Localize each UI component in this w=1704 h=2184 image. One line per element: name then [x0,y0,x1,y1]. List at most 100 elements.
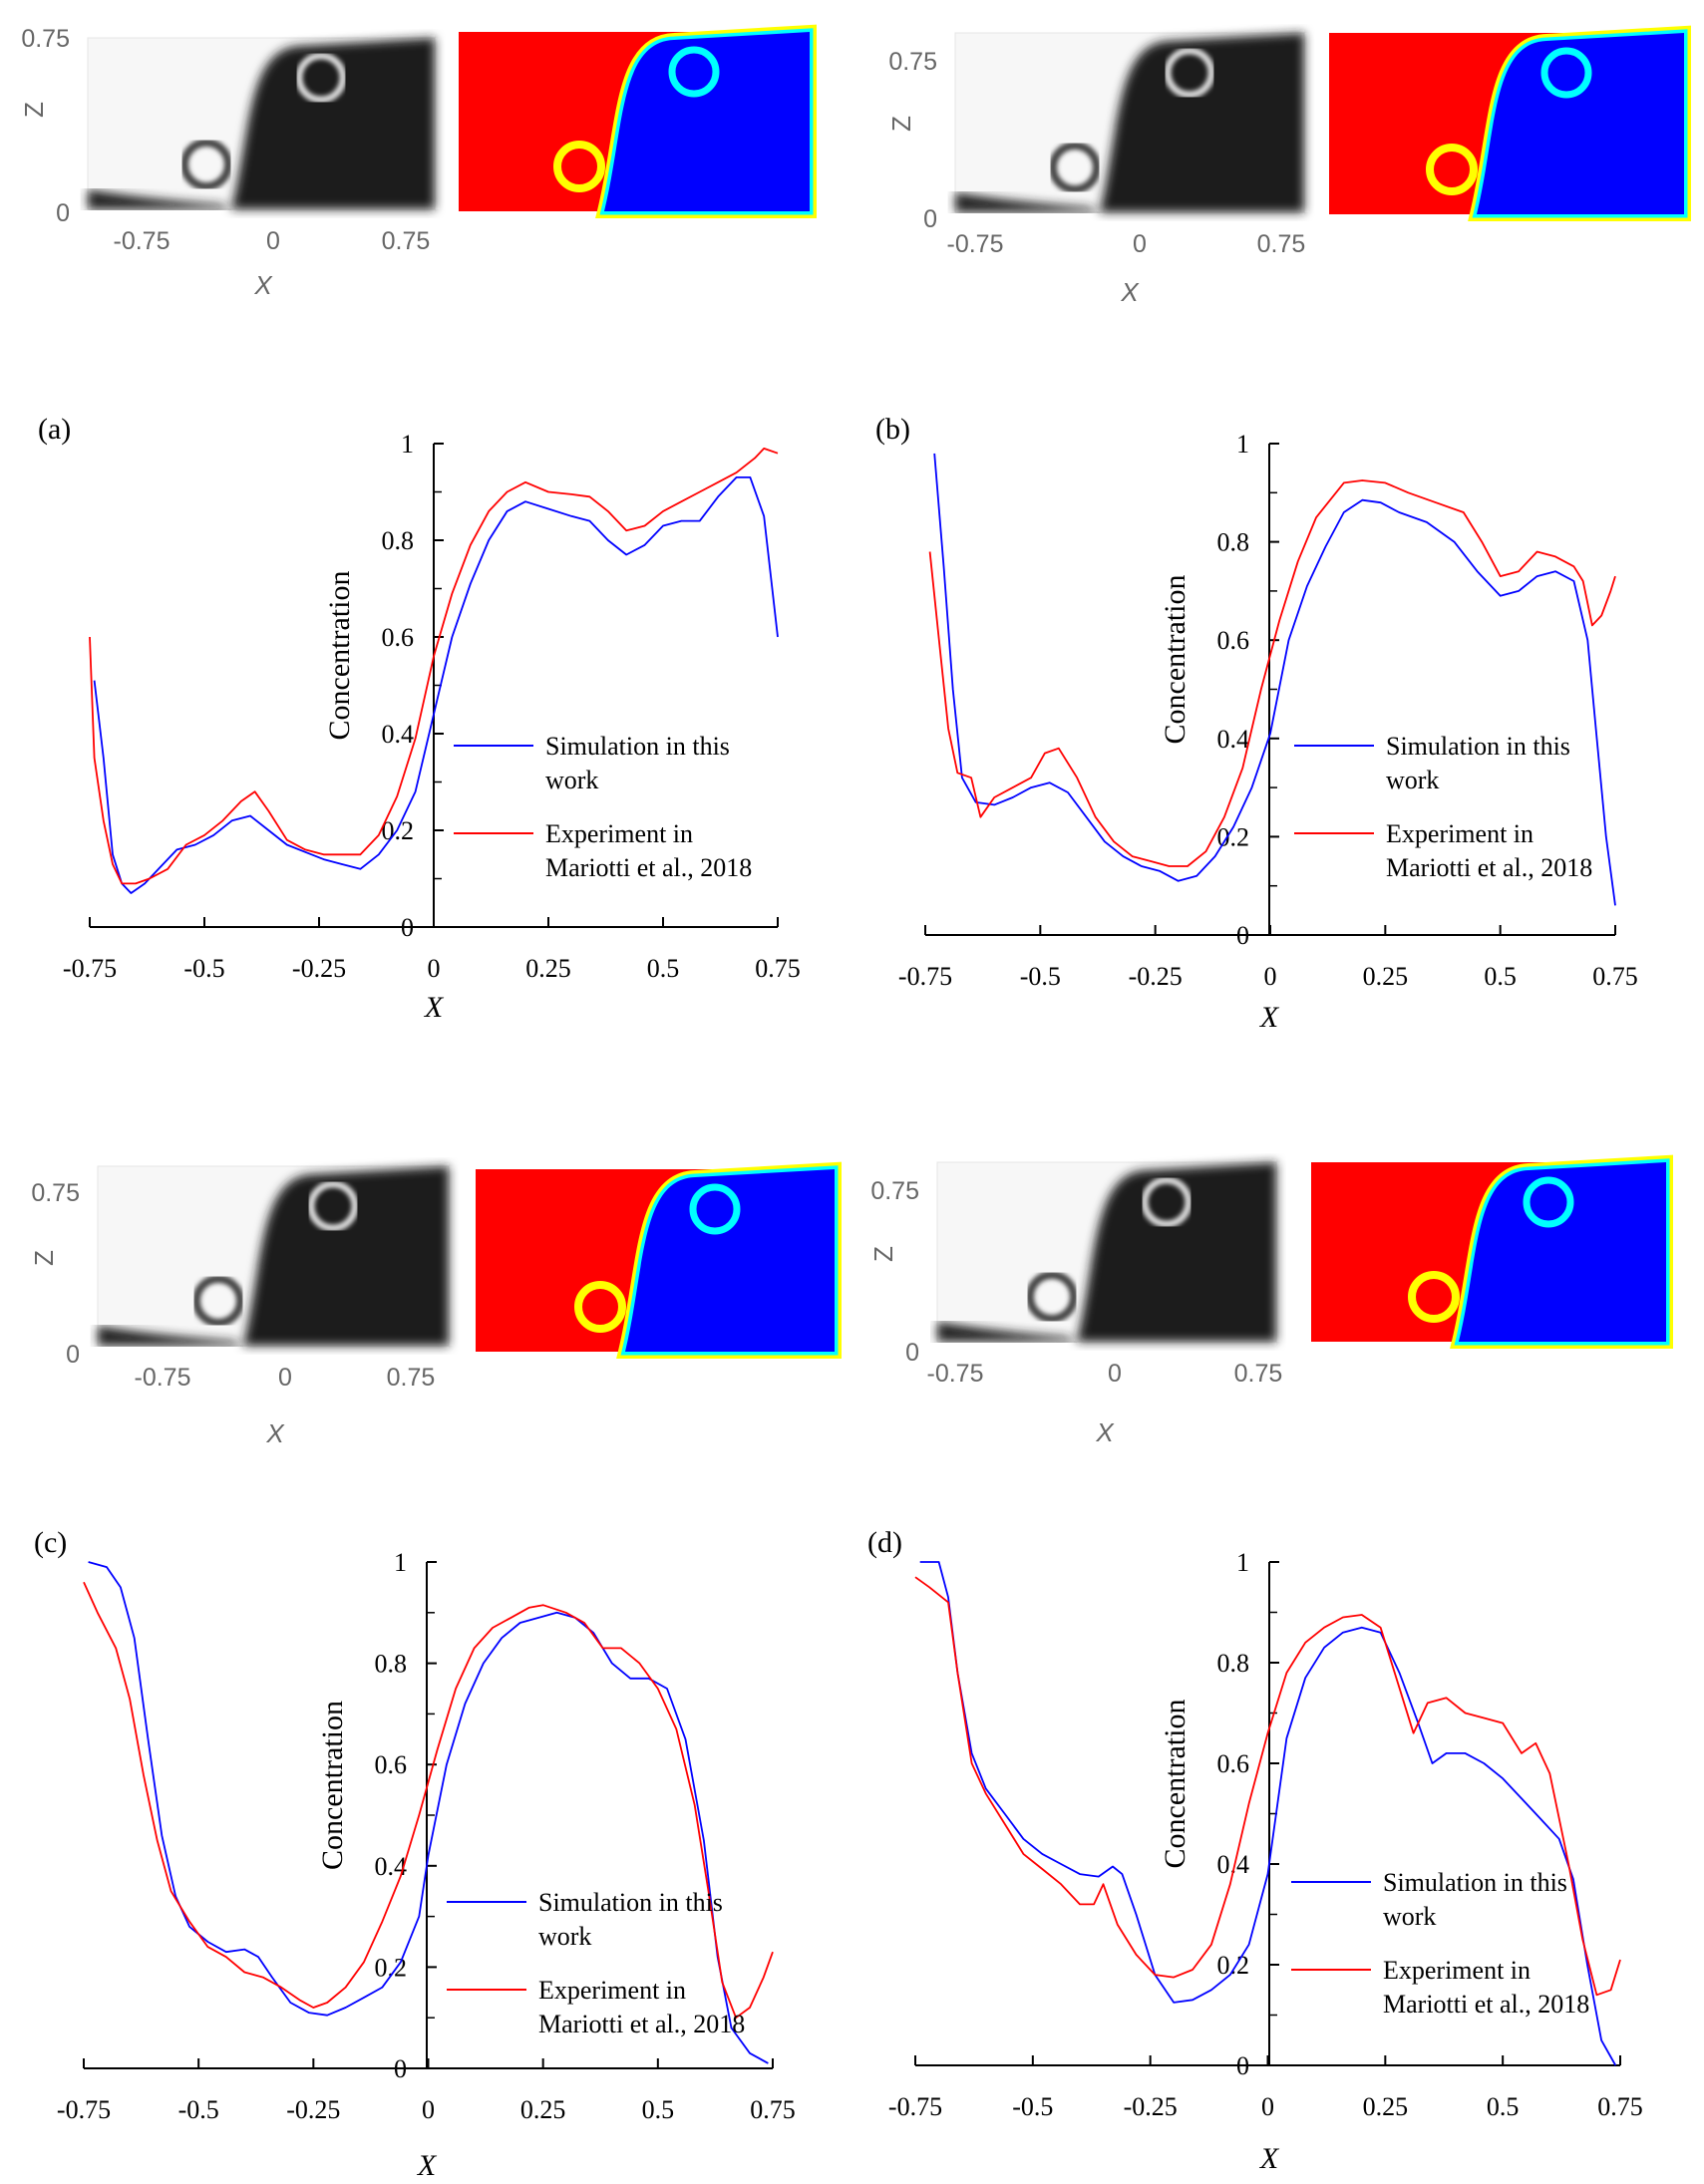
chart-d: -0.75 -0.5 -0.25 0 0.25 0.5 0.7500.20.40.60.81… [867,1526,1643,2175]
right-vortex [295,52,347,104]
legend: Simulation in this work Experiment in Mario… [454,732,752,882]
y-axis-label: Concentration [1159,1700,1192,1869]
dark-fluid-region [231,38,435,209]
x-tick-label: -0.25 [292,954,346,983]
x-tick-label: 0.25 [1363,962,1409,991]
y-tick-label: 0.8 [375,1650,408,1679]
x-tick-label: 0.75 [750,2095,796,2124]
y-tick-label: 0.6 [1217,626,1250,655]
field-panel-b: -0.75 0 0.75 0.75 0 X Z [886,25,1691,307]
right-vortex-colored [1540,47,1592,99]
series-line-simulation [93,476,779,894]
y-tick-label: 1 [1236,430,1249,459]
x-tick-label: 0 [1264,962,1277,991]
y-axis-label: Concentration [1159,575,1192,745]
y-tick-label: 0.4 [375,1852,408,1881]
legend-entry: Simulation in this work [1383,1868,1567,1931]
field-x-axis-label: X [253,270,273,300]
colormap-field-image [476,1161,842,1359]
right-vortex [1164,47,1215,99]
dark-fluid-bottom [937,1322,1077,1342]
field-x-tick-label: 0 [266,227,280,255]
series-line-experiment [928,479,1616,867]
field-x-tick-label: 0.75 [387,1364,436,1392]
field-z-tick-label: 0 [56,199,70,227]
y-tick-label: 0 [401,913,414,942]
x-axis-label: X [1259,1001,1280,1034]
y-tick-label: 1 [1236,1548,1249,1577]
x-axis-label: X [424,991,445,1024]
right-vortex [307,1180,359,1232]
field-z-axis-label: Z [886,116,916,132]
legend: Simulation in this work Experiment in Mario… [1291,1868,1589,2019]
legend-entry: Experiment in Mariotti et al., 2018 [1383,1956,1589,2019]
series-line-simulation [933,453,1616,906]
y-tick-label: 0.6 [1217,1749,1250,1778]
field-panel-d: -0.75 0 0.75 0.75 0 X Z [868,1154,1673,1447]
x-tick-label: -0.75 [888,2092,942,2121]
x-tick-label: -0.25 [1129,962,1183,991]
left-vortex [180,139,232,190]
y-tick-label: 0.2 [1217,1951,1250,1980]
x-tick-label: 0.5 [642,2095,675,2124]
x-tick-label: -0.75 [63,954,117,983]
x-tick-label: 0.75 [755,954,801,983]
dark-fluid-bottom [955,192,1100,212]
x-tick-label: -0.75 [898,962,952,991]
legend-entry: Experiment in Mariotti et al., 2018 [538,1976,745,2038]
field-z-axis-label: Z [868,1246,898,1262]
x-axis-label: X [1259,2142,1280,2175]
field-z-tick-label: 0.75 [888,48,937,76]
left-vortex-colored [1408,1271,1460,1323]
series-line-experiment [914,1576,1621,1997]
colormap-field-image [1329,25,1691,221]
field-z-tick-label: 0 [923,205,937,233]
y-tick-label: 0.8 [1217,1649,1250,1678]
x-tick-label: 0.75 [1592,962,1638,991]
blue-fluid-region [1477,33,1684,214]
x-tick-label: -0.5 [178,2095,219,2124]
legend-entry: Simulation in this work [545,732,730,794]
panel-label: (c) [34,1526,67,1559]
legend: Simulation in this work Experiment in Mario… [1294,732,1592,882]
y-tick-label: 1 [401,430,414,459]
field-panel-c: -0.75 0 0.75 0.75 0 X Z [29,1161,842,1448]
field-x-axis-label: X [1095,1417,1115,1447]
colormap-field-image [459,24,817,218]
dark-fluid-region [1077,1162,1276,1342]
legend-entry: Simulation in this work [538,1888,723,1951]
y-tick-label: 0 [1236,2051,1249,2080]
grayscale-field-image [954,32,1305,213]
y-axis-label: Concentration [316,1701,349,1870]
grayscale-field-image [936,1161,1277,1343]
series-line-experiment [89,448,779,885]
x-tick-label: -0.5 [1012,2092,1053,2121]
field-x-tick-label: 0.75 [1257,230,1306,258]
field-z-axis-label: Z [19,102,49,118]
left-vortex [192,1275,244,1327]
field-z-tick-label: 0 [905,1339,919,1367]
x-tick-label: -0.5 [183,954,224,983]
left-vortex [1049,142,1101,193]
dark-fluid-region [243,1166,449,1346]
y-axis-label: Concentration [323,571,356,741]
field-z-tick-label: 0.75 [31,1179,80,1207]
left-vortex-colored [574,1281,626,1333]
y-tick-label: 0 [1236,921,1249,950]
blue-fluid-region [1459,1162,1666,1342]
concentration-field-images: -0.75 0 0.75 0.75 0 X Z -0.75 0 0.75 0.75 0 X Z -0.75 0… [19,24,1691,1448]
right-vortex-colored [689,1183,741,1235]
x-tick-label: 0 [428,954,441,983]
x-tick-label: 0.5 [1484,962,1517,991]
legend-entry: Simulation in this work [1386,732,1570,794]
field-x-tick-label: -0.75 [927,1360,984,1388]
chart-a: -0.75 -0.5 -0.25 0 0.25 0.5 0.7500.20.40.60.81… [38,413,801,1024]
grayscale-field-image [97,1165,450,1347]
series-line-simulation [919,1561,1617,2066]
grayscale-field-image [87,37,436,210]
colormap-field-image [1311,1154,1673,1349]
blue-fluid-region [604,32,810,211]
legend: Simulation in this work Experiment in Mario… [447,1888,745,2038]
y-tick-label: 0.4 [382,720,415,749]
y-tick-label: 0.8 [382,526,415,555]
